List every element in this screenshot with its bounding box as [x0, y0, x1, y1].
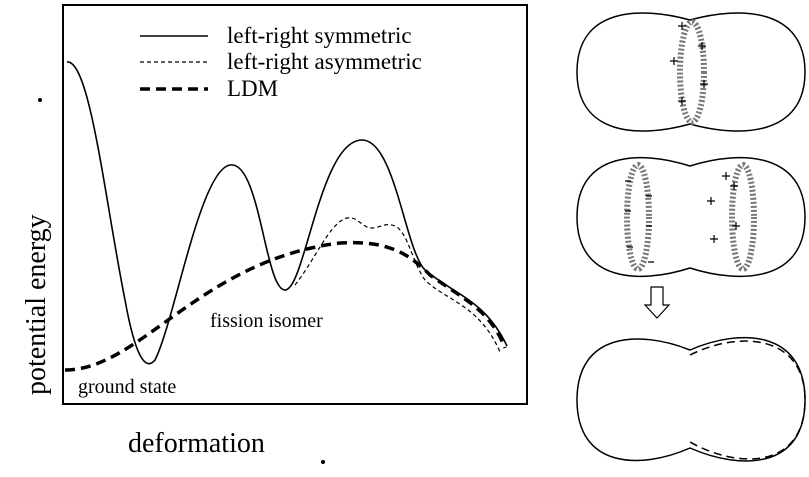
- asymmetric-curve: [295, 218, 500, 352]
- legend-label: left-right asymmetric: [227, 49, 422, 74]
- ldm-curve: [65, 243, 505, 370]
- nucleus-shape: [577, 158, 805, 277]
- arrow: [645, 287, 669, 318]
- plus-signs: [707, 172, 740, 243]
- dot: [321, 460, 325, 464]
- y-axis-label: potential energy: [21, 214, 52, 395]
- x-axis-label: deformation: [128, 428, 265, 459]
- deformed-shape: [690, 341, 805, 459]
- annotation: fission isomer: [210, 310, 323, 332]
- ring: [680, 22, 704, 122]
- legend-label: left-right symmetric: [227, 23, 412, 48]
- shapes: [577, 13, 805, 461]
- nucleus-shape: [577, 13, 805, 131]
- dot: [38, 98, 42, 102]
- annotation: ground state: [78, 376, 176, 398]
- legend-label: LDM: [227, 76, 278, 101]
- ring: [732, 165, 754, 269]
- figure: left-right symmetric left-right asymmetr…: [0, 0, 809, 477]
